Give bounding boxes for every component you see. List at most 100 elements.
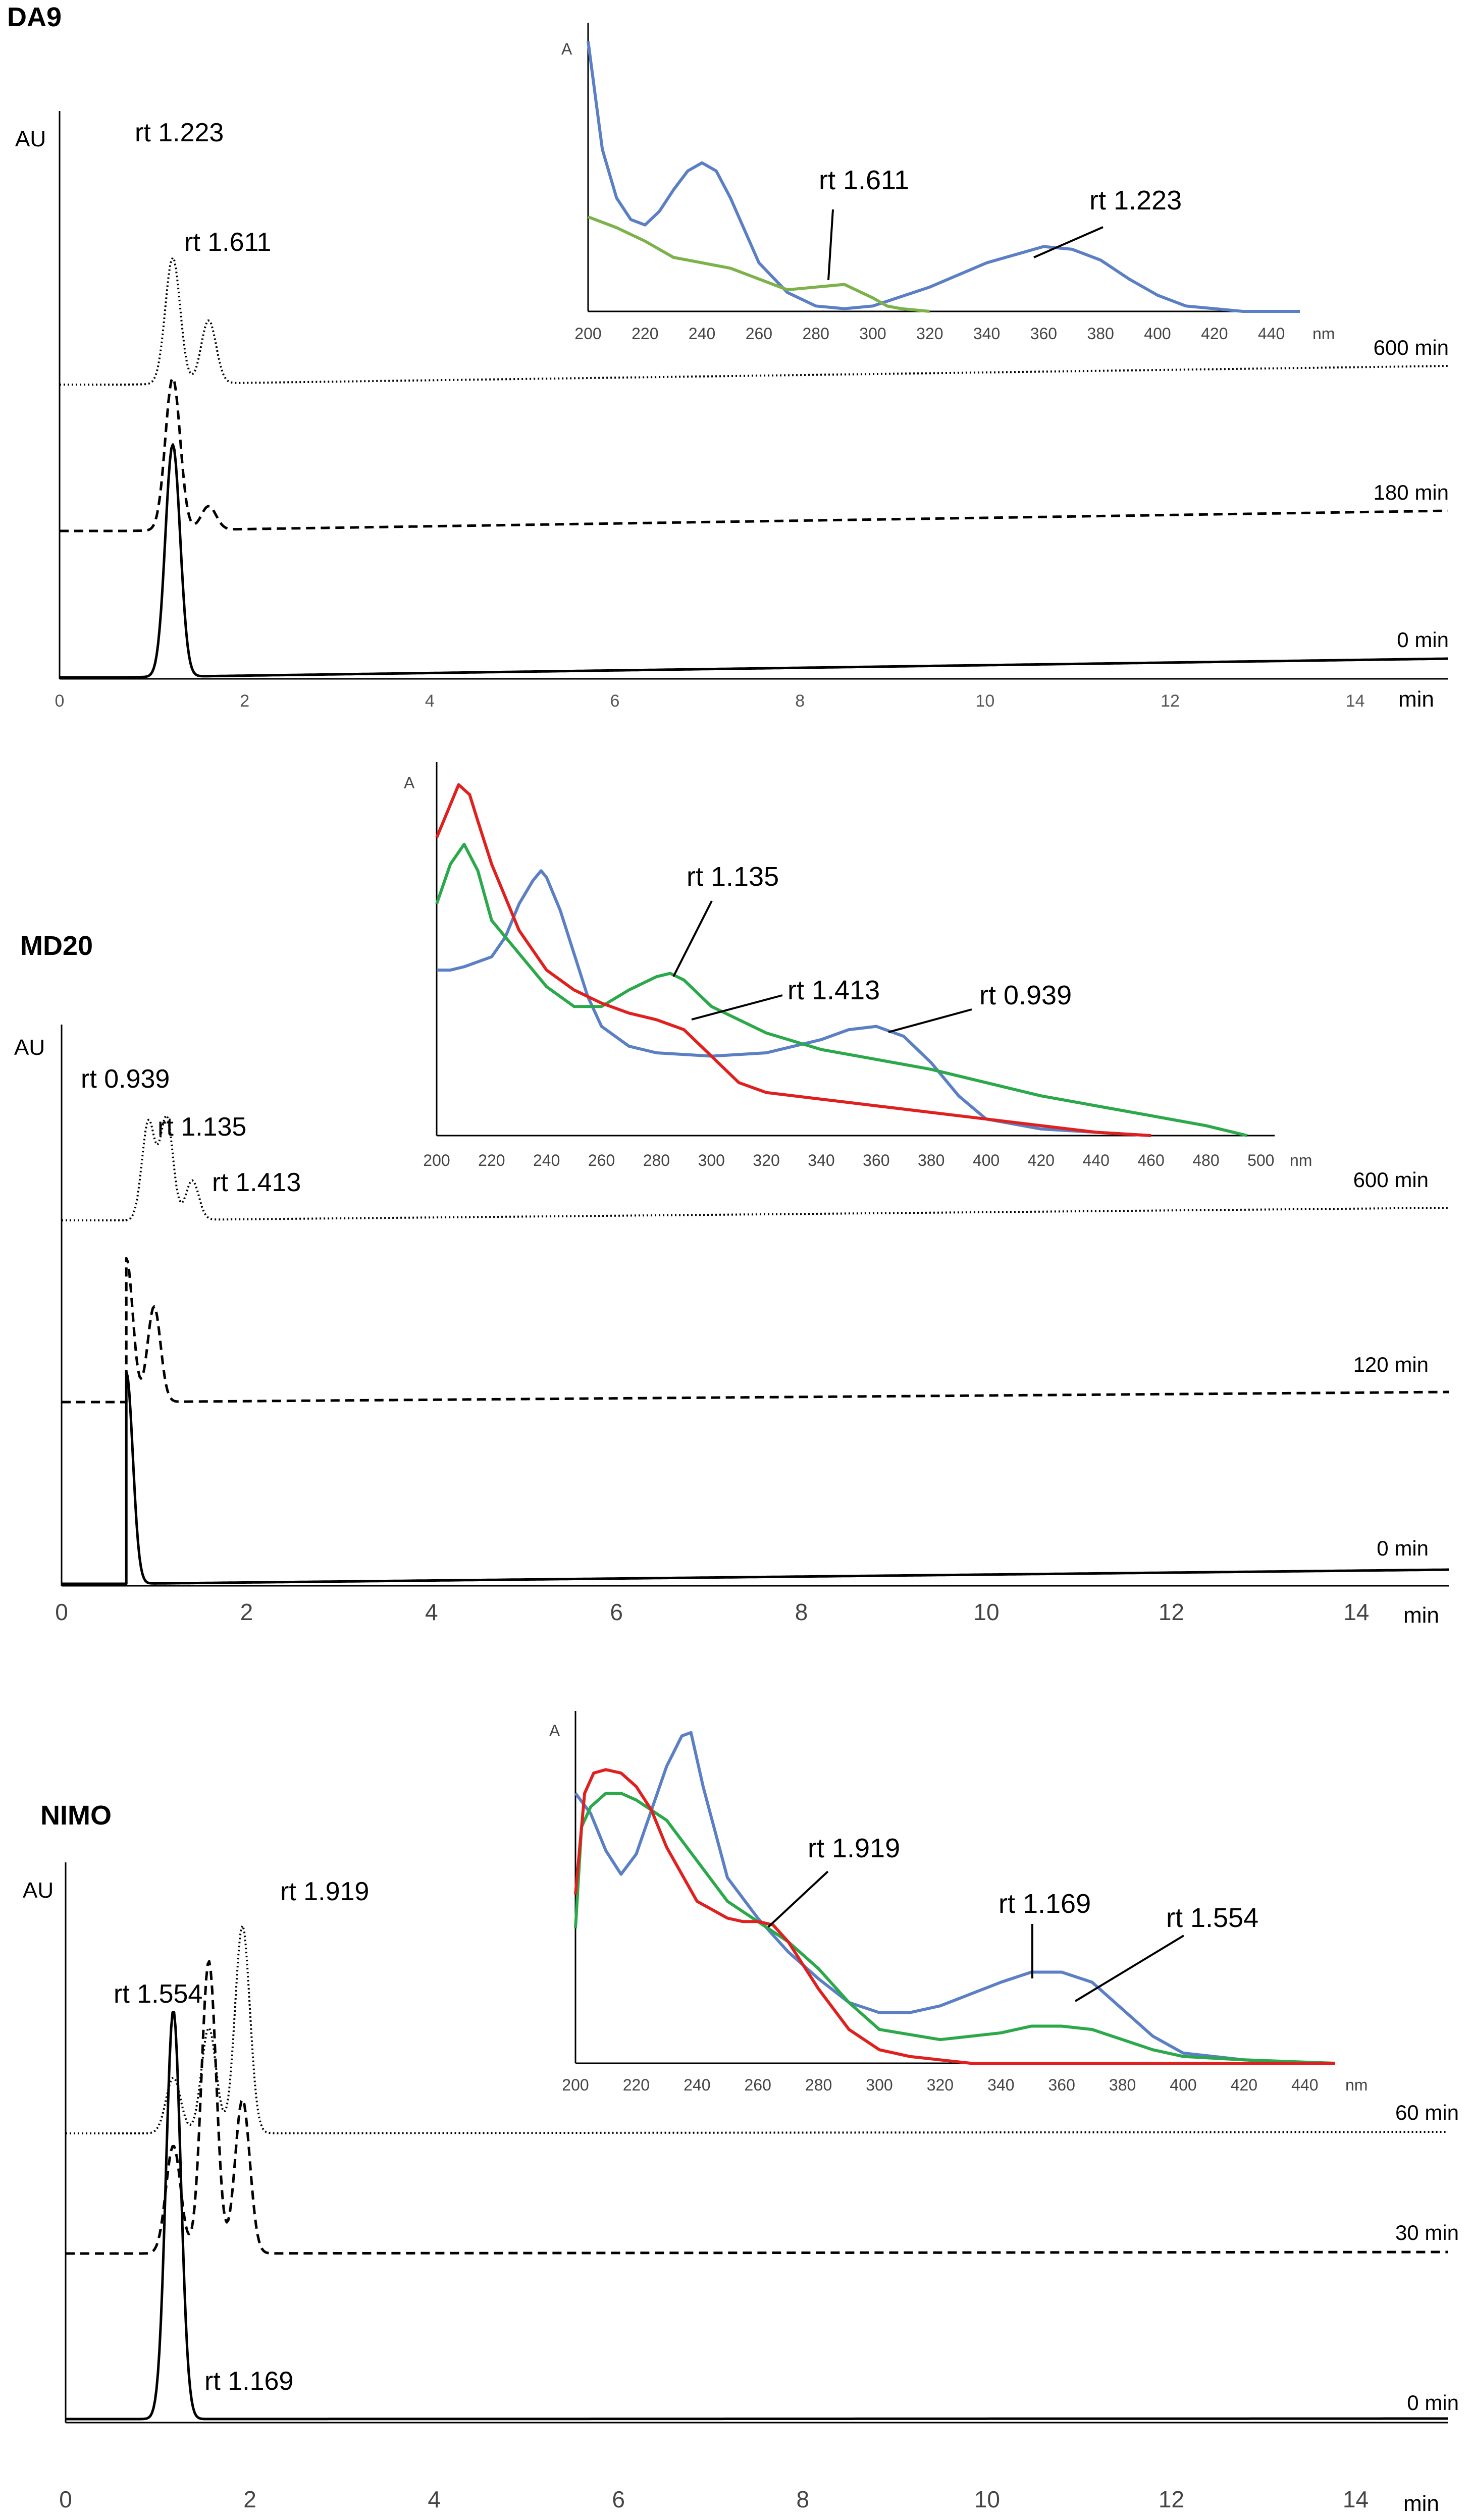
inset-tick-label: 500 bbox=[1247, 1151, 1274, 1169]
spectrum-annotation: rt 1.169 bbox=[999, 1889, 1091, 1919]
inset-x-label: nm bbox=[1345, 2076, 1368, 2094]
inset-tick-label: 320 bbox=[753, 1151, 779, 1169]
peak-annotation: rt 1.169 bbox=[204, 2367, 293, 2396]
inset-tick-label: 300 bbox=[859, 325, 886, 343]
spectrum-rt-1.135 bbox=[435, 842, 1248, 1137]
trace-600-min bbox=[62, 1114, 1449, 1221]
inset-tick-label: 400 bbox=[1144, 325, 1171, 343]
x-tick-label: 12 bbox=[1159, 2486, 1184, 2512]
inset-tick-label: 480 bbox=[1192, 1151, 1219, 1169]
x-tick-label: 12 bbox=[1159, 1599, 1184, 1625]
x-tick-label: 14 bbox=[1343, 1599, 1369, 1625]
inset-tick-label: 220 bbox=[623, 2076, 650, 2094]
inset-tick-label: 320 bbox=[916, 325, 943, 343]
inset-tick-label: 380 bbox=[1087, 325, 1114, 343]
trace-0-min bbox=[66, 2011, 1448, 2421]
spectrum-rt-1.413 bbox=[435, 783, 1151, 1137]
spectrum-annotation: rt 1.135 bbox=[687, 862, 779, 892]
spectrum-annotation: rt 1.413 bbox=[787, 975, 880, 1005]
panel-title: MD20 bbox=[20, 931, 93, 961]
x-tick-label: 14 bbox=[1343, 2486, 1369, 2512]
peak-annotation: rt 1.611 bbox=[184, 228, 271, 257]
uv-spectrum-inset: Anm 200 220 240 260 280 300 320 340 360 380 400 420 4… bbox=[561, 23, 1335, 343]
x-tick-label: 10 bbox=[974, 2486, 1000, 2512]
spectrum-annotation: rt 0.939 bbox=[979, 980, 1072, 1010]
trace-label: 180 min bbox=[1374, 480, 1449, 504]
x-tick-label: 4 bbox=[425, 691, 435, 711]
trace-label: 60 min bbox=[1395, 2101, 1459, 2124]
inset-x-label: nm bbox=[1312, 325, 1335, 343]
inset-tick-label: 420 bbox=[1028, 1151, 1055, 1169]
inset-tick-label: 300 bbox=[866, 2076, 892, 2094]
leader-line bbox=[888, 1008, 972, 1033]
trace-180-min bbox=[60, 377, 1448, 532]
spectrum-rt-1.611 bbox=[587, 215, 930, 313]
x-tick-label: 12 bbox=[1161, 691, 1180, 711]
x-tick-label: 0 bbox=[55, 1599, 68, 1625]
leader-line bbox=[672, 900, 713, 977]
inset-tick-label: 380 bbox=[918, 1151, 944, 1169]
y-axis-label: AU bbox=[23, 1878, 54, 1903]
trace-30-min bbox=[66, 1960, 1448, 2255]
inset-tick-label: 320 bbox=[927, 2076, 954, 2094]
inset-tick-label: 440 bbox=[1083, 1151, 1110, 1169]
inset-y-label: A bbox=[549, 1722, 560, 1740]
inset-tick-label: 280 bbox=[803, 325, 829, 343]
inset-x-label: nm bbox=[1290, 1151, 1312, 1169]
y-axis-label: AU bbox=[14, 1035, 45, 1060]
panel-title: DA9 bbox=[7, 2, 62, 32]
uv-spectrum-inset: Anm 200 220 240 260 280 300 320 340 360 380 400 420 4… bbox=[404, 762, 1312, 1169]
uv-spectrum-inset: Anm 200 220 240 260 280 300 320 340 360 380 400 420 4… bbox=[549, 1711, 1368, 2094]
x-tick-label: 14 bbox=[1346, 691, 1365, 711]
x-tick-label: 8 bbox=[795, 1599, 808, 1625]
inset-tick-label: 460 bbox=[1137, 1151, 1164, 1169]
inset-tick-label: 340 bbox=[973, 325, 1000, 343]
x-axis-label: min bbox=[1403, 1603, 1439, 1628]
inset-tick-label: 240 bbox=[684, 2076, 710, 2094]
x-tick-label: 2 bbox=[240, 691, 249, 711]
trace-0-min bbox=[62, 1370, 1449, 1585]
inset-tick-label: 300 bbox=[698, 1151, 725, 1169]
y-axis-label: AU bbox=[15, 127, 46, 151]
trace-120-min bbox=[62, 1257, 1449, 1404]
inset-tick-label: 280 bbox=[805, 2076, 832, 2094]
inset-tick-label: 380 bbox=[1109, 2076, 1136, 2094]
inset-tick-label: 340 bbox=[987, 2076, 1014, 2094]
x-tick-label: 8 bbox=[796, 2486, 809, 2512]
x-tick-label: 4 bbox=[425, 1599, 438, 1625]
inset-tick-label: 420 bbox=[1201, 325, 1228, 343]
spectrum-rt-1.554 bbox=[574, 1792, 1336, 2065]
inset-tick-label: 360 bbox=[863, 1151, 889, 1169]
leader-line bbox=[691, 994, 783, 1021]
chromatogram-panel-md20: MD20 AU min 0 2 4 6 8 10 12 14 0 min 120 min 600 min r… bbox=[14, 762, 1449, 1628]
spectrum-annotation: rt 1.554 bbox=[1166, 1903, 1258, 1933]
peak-annotation: rt 1.919 bbox=[280, 1877, 369, 1906]
spectrum-rt-1.919 bbox=[574, 1768, 1335, 2065]
inset-tick-label: 280 bbox=[643, 1151, 670, 1169]
spectrum-annotation: rt 1.223 bbox=[1089, 185, 1182, 216]
inset-tick-label: 260 bbox=[588, 1151, 615, 1169]
spectrum-annotation: rt 1.919 bbox=[808, 1833, 900, 1863]
leader-line bbox=[1074, 1935, 1185, 2002]
inset-tick-label: 340 bbox=[808, 1151, 834, 1169]
inset-y-label: A bbox=[561, 40, 572, 58]
leader-line bbox=[1033, 226, 1104, 258]
inset-tick-label: 260 bbox=[746, 325, 772, 343]
inset-tick-label: 400 bbox=[1170, 2076, 1196, 2094]
x-tick-label: 6 bbox=[612, 2486, 625, 2512]
x-tick-label: 4 bbox=[428, 2486, 441, 2512]
peak-annotation: rt 1.135 bbox=[157, 1112, 246, 1142]
x-tick-label: 2 bbox=[243, 2486, 256, 2512]
trace-600-min bbox=[60, 256, 1448, 386]
spectrum-rt-1.169 bbox=[574, 1731, 1335, 2065]
spectrum-annotation: rt 1.611 bbox=[819, 165, 909, 195]
trace-0-min bbox=[60, 443, 1448, 679]
leader-line bbox=[767, 1870, 829, 1928]
spectrum-rt-1.223 bbox=[587, 41, 1300, 313]
inset-tick-label: 200 bbox=[574, 325, 601, 343]
x-tick-label: 2 bbox=[240, 1599, 253, 1625]
inset-tick-label: 200 bbox=[423, 1151, 450, 1169]
inset-tick-label: 240 bbox=[689, 325, 715, 343]
trace-label: 600 min bbox=[1374, 336, 1449, 359]
